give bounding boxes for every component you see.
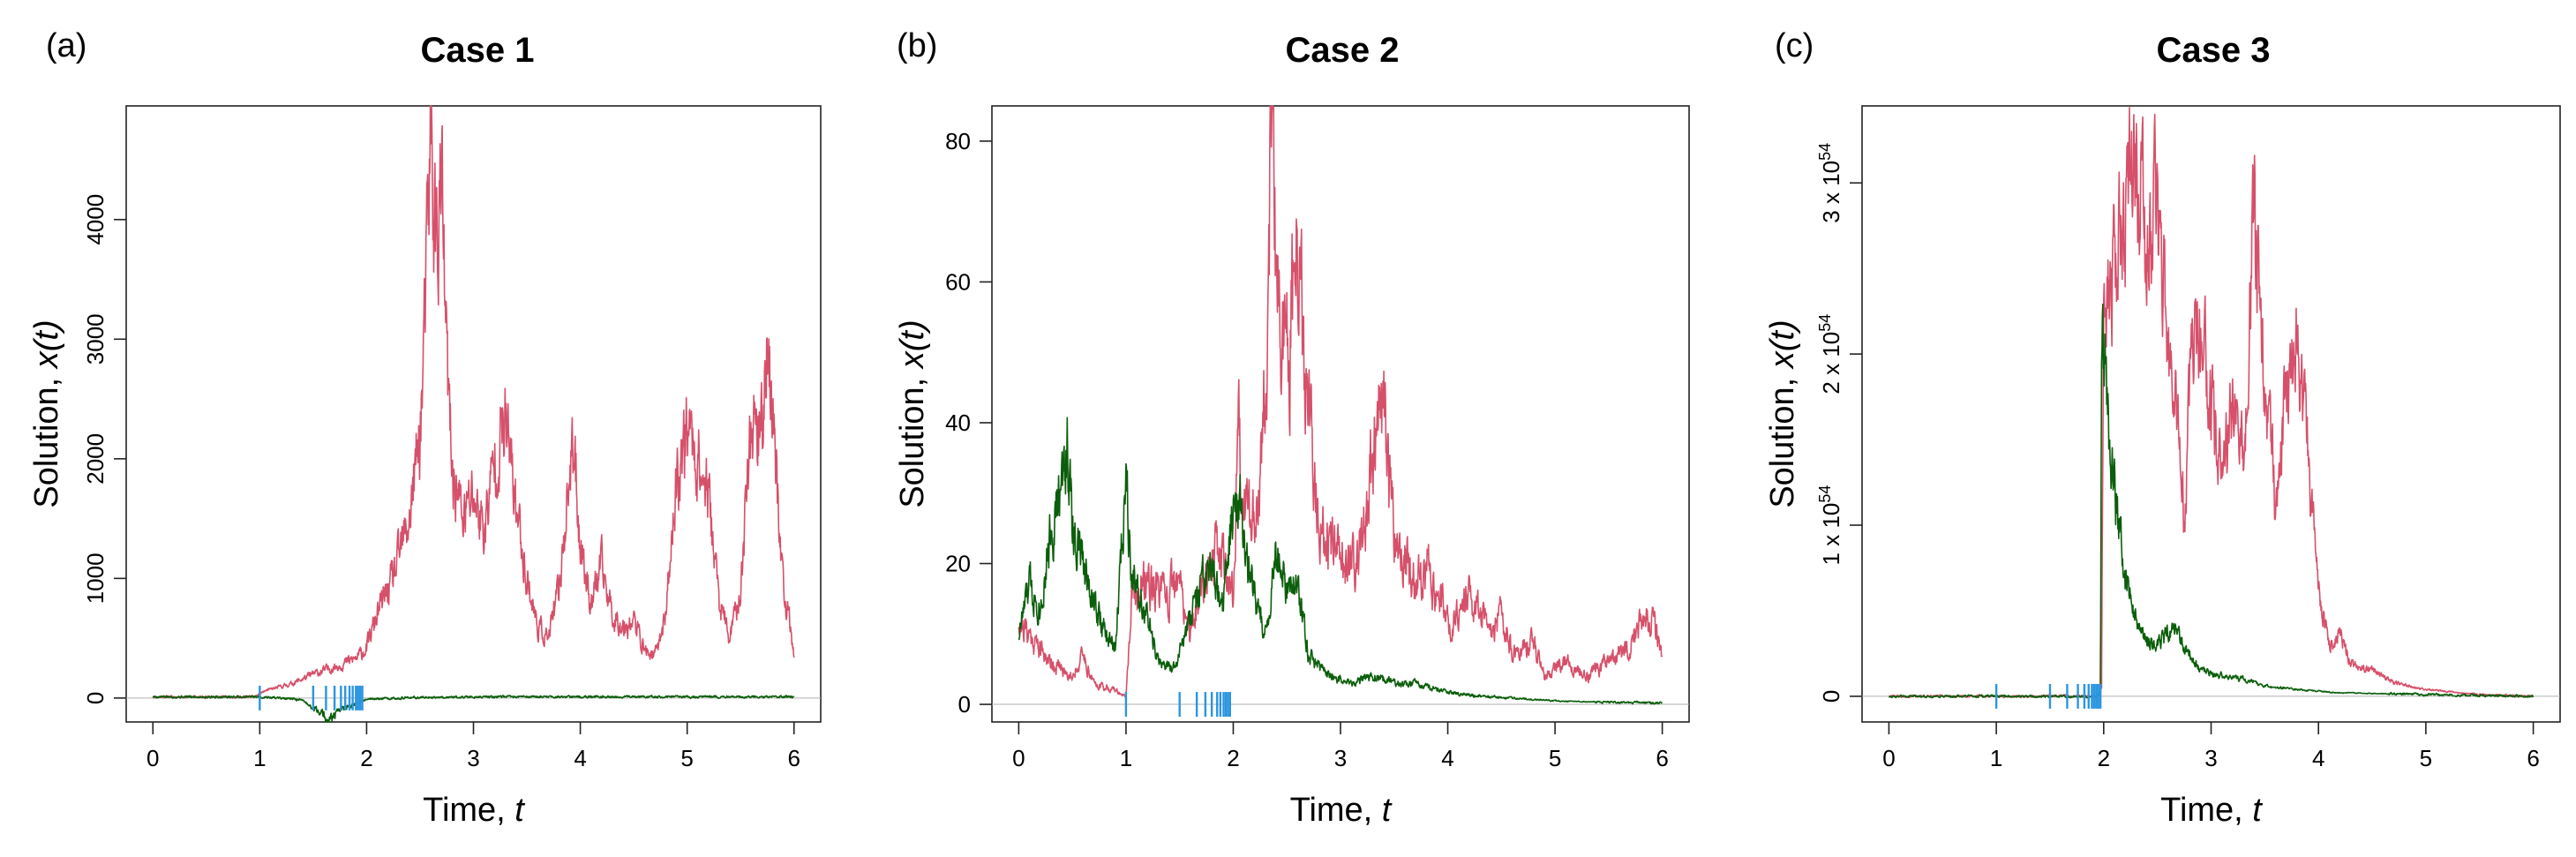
x-tick-label-b: 0 <box>1012 745 1025 771</box>
x-tick-label-b: 1 <box>1120 745 1132 771</box>
plot-frame-b <box>991 105 1690 723</box>
series-line-green-c <box>1888 303 2535 699</box>
y-tick-exponent-c: 54 <box>1816 485 1834 503</box>
x-tick-label-b: 3 <box>1334 745 1347 771</box>
panel-c: (c) Case 3 0 1 2 3 4 5 6 0 1 x 1054 2 x 1054 3 x 1… <box>1764 27 2561 829</box>
x-tick-label-b: 5 <box>1549 745 1561 771</box>
y-axis-variable-b: x(t) <box>894 319 931 370</box>
x-tick-label-a: 6 <box>787 745 800 771</box>
x-tick-label-c: 1 <box>1990 745 2002 771</box>
y-tick-exponent-c: 54 <box>1816 143 1834 161</box>
x-axis-variable-b: t <box>1382 792 1393 829</box>
x-axis-label-b: Time, t <box>1290 792 1393 829</box>
series-line-red-c <box>1888 107 2535 699</box>
x-tick-label-c: 3 <box>2204 745 2217 771</box>
series-line-green-b <box>1018 417 1663 705</box>
chart-title-b: Case 2 <box>1286 31 1400 70</box>
y-axis-variable-c: x(t) <box>1764 319 1801 370</box>
series-line-red-a <box>153 105 795 700</box>
series-line-green-a <box>152 695 795 723</box>
x-tick-label-a: 4 <box>574 745 586 771</box>
x-tick-label-c: 2 <box>2098 745 2110 771</box>
x-tick-label-c: 6 <box>2527 745 2539 771</box>
y-tick-label-c: 1 x 1054 <box>1816 485 1844 566</box>
y-tick-label-a: 2000 <box>82 433 109 485</box>
y-axis-label-c: Solution, x(t) <box>1764 319 1801 507</box>
y-tick-label-a: 4000 <box>82 194 109 245</box>
y-tick-label-c: 3 x 1054 <box>1816 143 1844 223</box>
y-tick-label-b: 20 <box>945 551 971 577</box>
x-tick-label-b: 6 <box>1656 745 1668 771</box>
y-tick-exponent-c: 54 <box>1816 314 1834 332</box>
plot-frame-a <box>125 105 822 723</box>
chart-title-a: Case 1 <box>421 31 535 70</box>
y-axis-label-b: Solution, x(t) <box>894 319 931 507</box>
y-tick-label-c: 2 x 1054 <box>1816 314 1844 395</box>
y-tick-label-b: 80 <box>945 128 971 154</box>
series-line-red-b <box>1018 105 1664 699</box>
x-tick-label-a: 2 <box>360 745 372 771</box>
x-tick-label-a: 5 <box>680 745 693 771</box>
y-tick-label-a: 1000 <box>82 553 109 604</box>
y-axis-variable-a: x(t) <box>28 319 65 370</box>
x-axis-variable-c: t <box>2252 792 2263 829</box>
panel-letter-a: (a) <box>46 27 86 64</box>
x-tick-label-b: 2 <box>1227 745 1239 771</box>
x-tick-label-a: 3 <box>467 745 479 771</box>
x-axis-variable-a: t <box>514 792 525 829</box>
chart-title-c: Case 3 <box>2157 31 2271 70</box>
panel-letter-c: (c) <box>1775 27 1814 64</box>
x-tick-label-b: 4 <box>1441 745 1453 771</box>
x-tick-label-c: 4 <box>2312 745 2324 771</box>
panel-letter-b: (b) <box>897 27 937 64</box>
y-tick-label-c: 0 <box>1818 690 1844 703</box>
x-tick-label-c: 5 <box>2420 745 2432 771</box>
y-tick-label-b: 60 <box>945 268 971 295</box>
panel-a: (a) Case 1 0 1 2 3 4 5 6 0 1000 2000 3000 4000 Time,… <box>28 27 822 829</box>
y-tick-label-a: 0 <box>82 692 109 704</box>
y-tick-label-a: 3000 <box>82 313 109 365</box>
x-axis-label-c: Time, t <box>2160 792 2263 829</box>
x-tick-label-c: 0 <box>1882 745 1895 771</box>
x-tick-label-a: 0 <box>146 745 159 771</box>
y-tick-label-b: 0 <box>958 691 971 718</box>
y-axis-label-a: Solution, x(t) <box>28 319 65 507</box>
x-tick-label-a: 1 <box>253 745 266 771</box>
y-tick-label-b: 40 <box>945 410 971 436</box>
x-axis-label-a: Time, t <box>423 792 525 829</box>
